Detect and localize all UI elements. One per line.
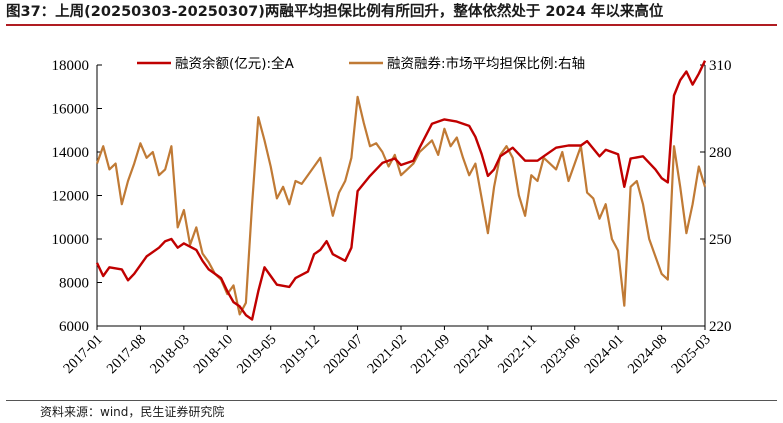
source-rule — [6, 400, 777, 401]
x-tick-label: 2022-11 — [495, 332, 540, 377]
y-left-tick-label: 8000 — [59, 276, 89, 292]
page-title: 图37：上周(20250303-20250307)两融平均担保比例有所回升，整体… — [6, 4, 664, 20]
legend-item-collateral-ratio-label: 融资融券:市场平均担保比例:右轴 — [387, 55, 585, 72]
source-note: 资料来源：wind，民生证券研究院 — [40, 405, 225, 419]
y-left-tick-label: 14000 — [52, 145, 90, 161]
x-tick-label: 2018-03 — [147, 332, 192, 377]
x-tick-label: 2018-10 — [191, 332, 236, 377]
line-chart: 6000 8000 10000 12000 14000 16000 18000 220 250 2… — [52, 55, 732, 377]
x-tick-label: 2019-12 — [277, 332, 322, 377]
y-left-tick-label: 10000 — [52, 232, 90, 248]
title-rule — [6, 24, 777, 26]
y-right-tick-label: 220 — [709, 319, 732, 335]
y-left-tick-label: 16000 — [52, 102, 90, 118]
x-tick-label: 2024-08 — [625, 332, 670, 377]
x-tick-label: 2021-02 — [364, 332, 409, 377]
x-tick-label: 2020-07 — [321, 332, 366, 377]
legend-item-margin-balance-label: 融资余额(亿元):全A — [175, 55, 295, 72]
y-right-tick-label: 280 — [709, 145, 732, 161]
x-tick-label: 2024-01 — [581, 332, 626, 377]
x-tick-label: 2025-03 — [668, 332, 713, 377]
y-left-tick-label: 6000 — [59, 319, 89, 335]
y-left-tick-label: 18000 — [52, 58, 90, 74]
x-tick-label: 2022-04 — [451, 331, 497, 377]
y-right-tick-label: 250 — [709, 232, 732, 248]
y-right-tick-label: 310 — [709, 58, 732, 74]
x-tick-label: 2021-09 — [408, 332, 453, 377]
chart-series — [95, 60, 707, 321]
series-line-margin-balance — [95, 60, 707, 321]
x-tick-label: 2019-05 — [234, 332, 279, 377]
x-tick-label: 2023-06 — [538, 332, 583, 377]
x-tick-label: 2017-01 — [60, 332, 105, 377]
x-tick-label: 2017-08 — [104, 332, 149, 377]
chart-legend: 融资余额(亿元):全A 融资融券:市场平均担保比例:右轴 — [137, 55, 585, 72]
y-left-tick-label: 12000 — [52, 189, 90, 205]
series-line-collateral-ratio — [95, 95, 707, 316]
